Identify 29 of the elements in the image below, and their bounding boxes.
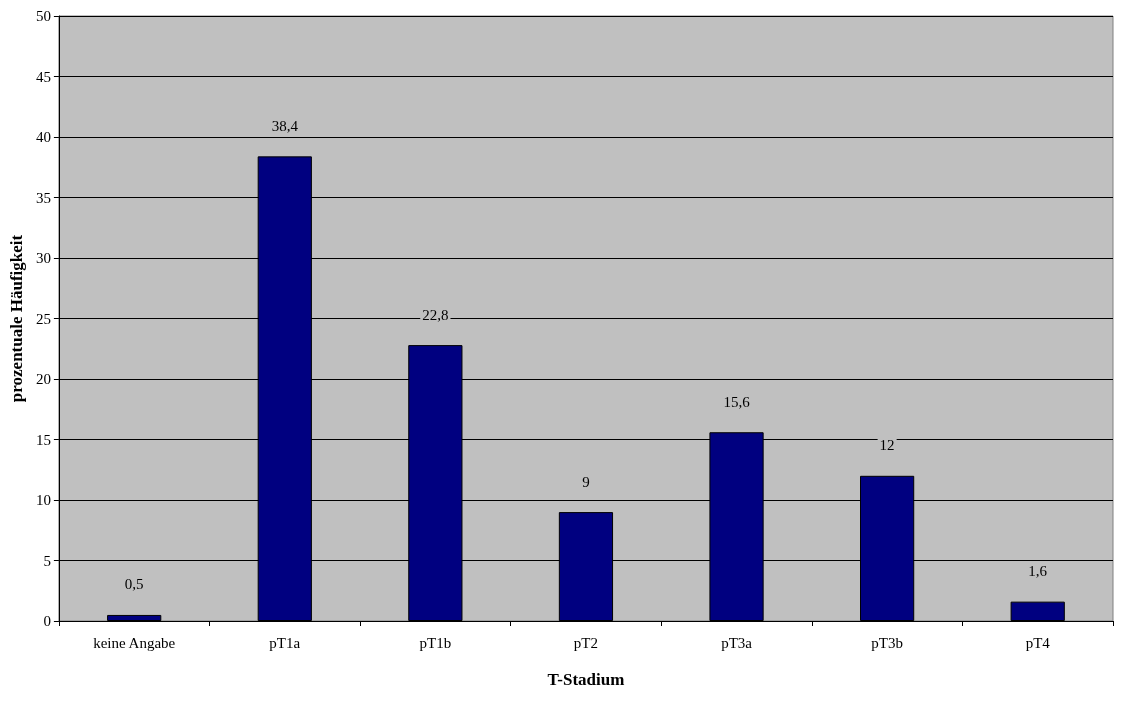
data-label: 1,6 [1028, 563, 1048, 580]
x-axis-title: T-Stadium [547, 670, 625, 689]
y-tick-label: 0 [43, 613, 51, 629]
data-label: 12 [879, 437, 895, 454]
data-label: 9 [582, 473, 590, 490]
y-tick-label: 45 [35, 68, 51, 85]
y-tick-label: 35 [35, 189, 51, 206]
y-tick-label: 40 [35, 129, 51, 145]
y-tick-label: 25 [35, 310, 51, 327]
bar [107, 614, 162, 621]
x-tick-label: pT1a [269, 634, 301, 651]
y-tick-label: 5 [43, 552, 51, 569]
y-tick-label: 50 [35, 8, 51, 24]
x-tick-label: pT3a [721, 634, 753, 651]
x-tick-label: pT4 [1025, 634, 1051, 651]
x-tick-label: pT3b [871, 634, 903, 651]
y-tick-label: 10 [35, 492, 51, 508]
bar [1010, 601, 1065, 621]
data-label: 15,6 [723, 393, 751, 410]
data-label: 38,4 [271, 117, 299, 134]
y-tick-label: 20 [35, 371, 51, 387]
y-axis-title: prozentuale Häufigkeit [7, 234, 26, 403]
data-label: 22,8 [422, 306, 449, 323]
y-tick-label: 15 [35, 431, 51, 448]
x-tick-label: pT1b [419, 634, 452, 651]
y-tick-label: 30 [35, 250, 51, 266]
x-tick-label: keine Angabe [93, 634, 176, 651]
data-label: 0,5 [124, 576, 144, 593]
x-tick-label: pT2 [573, 634, 599, 651]
